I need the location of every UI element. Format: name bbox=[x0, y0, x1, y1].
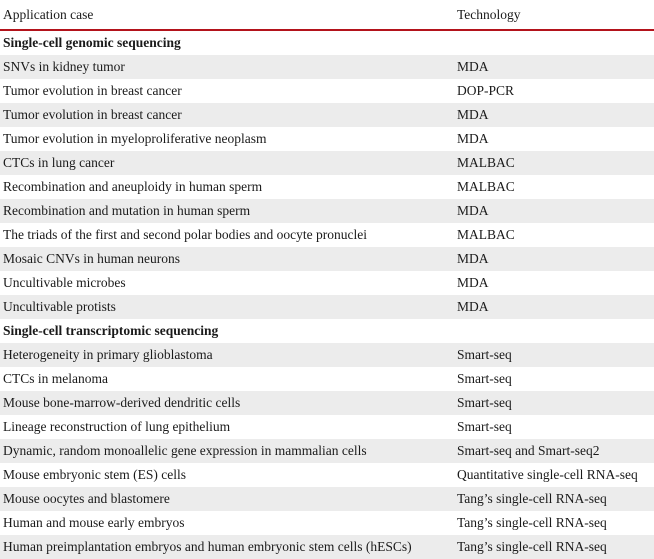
table-row: Mouse embryonic stem (ES) cells Quantitat… bbox=[0, 463, 654, 487]
table-row: Recombination and mutation in human sper… bbox=[0, 199, 654, 223]
application-case-cell: Recombination and aneuploidy in human sp… bbox=[3, 179, 263, 194]
table-row: Mosaic CNVs in human neurons MDA bbox=[0, 247, 654, 271]
table-row: Tumor evolution in breast cancer MDA bbox=[0, 103, 654, 127]
technology-cell: Tang’s single-cell RNA-seq bbox=[457, 491, 607, 506]
table-row: CTCs in melanoma Smart-seq bbox=[0, 367, 654, 391]
table-row: Recombination and aneuploidy in human sp… bbox=[0, 175, 654, 199]
header-technology: Technology bbox=[457, 6, 521, 22]
table-body: Single-cell genomic sequencing SNVs in ki… bbox=[0, 31, 654, 559]
table-row: CTCs in lung cancer MALBAC bbox=[0, 151, 654, 175]
application-case-cell: Uncultivable microbes bbox=[3, 275, 126, 290]
technology-cell: MDA bbox=[457, 275, 489, 290]
technology-cell: Quantitative single-cell RNA-seq bbox=[457, 467, 638, 482]
technology-cell: MDA bbox=[457, 59, 489, 74]
application-case-cell: Mouse bone-marrow-derived dendritic cell… bbox=[3, 395, 241, 410]
application-case-cell: Dynamic, random monoallelic gene express… bbox=[3, 443, 367, 458]
technology-cell: Smart-seq bbox=[457, 371, 512, 386]
technology-cell: MDA bbox=[457, 131, 489, 146]
application-case-cell: CTCs in melanoma bbox=[3, 371, 108, 386]
section-title: Single-cell genomic sequencing bbox=[3, 35, 181, 50]
technology-cell: Smart-seq bbox=[457, 419, 512, 434]
technology-cell: Tang’s single-cell RNA-seq bbox=[457, 539, 607, 554]
technology-cell: MDA bbox=[457, 251, 489, 266]
table-row: Uncultivable microbes MDA bbox=[0, 271, 654, 295]
application-case-cell: Heterogeneity in primary glioblastoma bbox=[3, 347, 213, 362]
table-row: SNVs in kidney tumor MDA bbox=[0, 55, 654, 79]
section-title: Single-cell transcriptomic sequencing bbox=[3, 323, 219, 338]
technology-cell: MALBAC bbox=[457, 227, 515, 242]
technology-cell: MDA bbox=[457, 299, 489, 314]
technology-cell: Smart-seq bbox=[457, 395, 512, 410]
table-row: Mouse oocytes and blastomere Tang’s singl… bbox=[0, 487, 654, 511]
technology-cell: MALBAC bbox=[457, 179, 515, 194]
table-row: Tumor evolution in myeloproliferative ne… bbox=[0, 127, 654, 151]
table-row: Dynamic, random monoallelic gene express… bbox=[0, 439, 654, 463]
application-case-cell: Recombination and mutation in human sper… bbox=[3, 203, 251, 218]
application-case-cell: Mouse oocytes and blastomere bbox=[3, 491, 170, 506]
application-case-cell: CTCs in lung cancer bbox=[3, 155, 115, 170]
technology-cell: DOP-PCR bbox=[457, 83, 515, 98]
technology-cell: MDA bbox=[457, 107, 489, 122]
table-row: Uncultivable protists MDA bbox=[0, 295, 654, 319]
table-row: Mouse bone-marrow-derived dendritic cell… bbox=[0, 391, 654, 415]
application-case-cell: Human and mouse early embryos bbox=[3, 515, 185, 530]
header-application-case: Application case bbox=[3, 6, 94, 22]
table-row: Human and mouse early embryos Tang’s sing… bbox=[0, 511, 654, 535]
table-row: Tumor evolution in breast cancer DOP-PCR bbox=[0, 79, 654, 103]
table-header: Application case Technology bbox=[0, 0, 654, 31]
application-case-cell: SNVs in kidney tumor bbox=[3, 59, 125, 74]
technology-cell: MALBAC bbox=[457, 155, 515, 170]
table-row: Lineage reconstruction of lung epitheliu… bbox=[0, 415, 654, 439]
application-case-cell: Lineage reconstruction of lung epitheliu… bbox=[3, 419, 231, 434]
table-row: The triads of the first and second polar… bbox=[0, 223, 654, 247]
technology-cell: MDA bbox=[457, 203, 489, 218]
section-row: Single-cell genomic sequencing bbox=[0, 31, 654, 55]
table-row: Human preimplantation embryos and human … bbox=[0, 535, 654, 559]
technology-cell: Smart-seq bbox=[457, 347, 512, 362]
section-row: Single-cell transcriptomic sequencing bbox=[0, 319, 654, 343]
application-case-cell: Human preimplantation embryos and human … bbox=[3, 539, 412, 554]
application-case-cell: Tumor evolution in breast cancer bbox=[3, 83, 182, 98]
application-case-cell: Mouse embryonic stem (ES) cells bbox=[3, 467, 186, 482]
technology-cell: Smart-seq and Smart-seq2 bbox=[457, 443, 600, 458]
application-case-cell: Mosaic CNVs in human neurons bbox=[3, 251, 180, 266]
application-case-cell: Uncultivable protists bbox=[3, 299, 116, 314]
technology-cell: Tang’s single-cell RNA-seq bbox=[457, 515, 607, 530]
application-case-cell: Tumor evolution in myeloproliferative ne… bbox=[3, 131, 267, 146]
application-case-cell: The triads of the first and second polar… bbox=[3, 227, 368, 242]
table-row: Heterogeneity in primary glioblastoma Sma… bbox=[0, 343, 654, 367]
application-case-cell: Tumor evolution in breast cancer bbox=[3, 107, 182, 122]
